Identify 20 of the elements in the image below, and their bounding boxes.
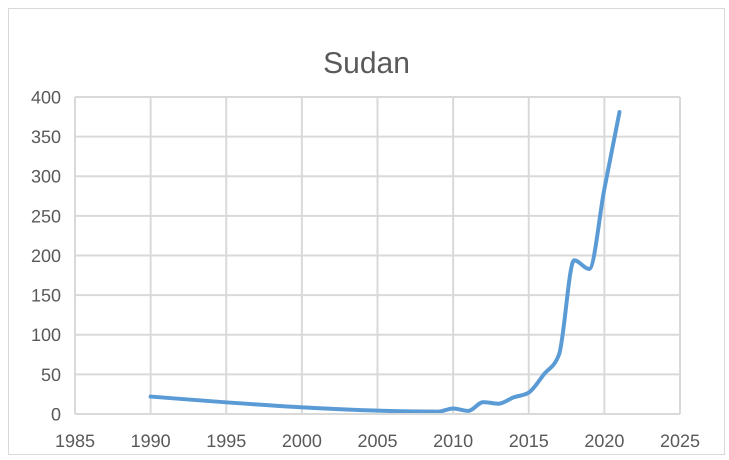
line-series bbox=[148, 110, 622, 414]
x-tick-label: 2025 bbox=[660, 430, 700, 451]
y-tick-label: 0 bbox=[50, 404, 61, 424]
x-tick-label: 2020 bbox=[584, 430, 624, 451]
x-tick-label: 1990 bbox=[130, 430, 171, 451]
y-tick-label: 150 bbox=[30, 286, 61, 306]
y-tick-label: 200 bbox=[30, 246, 61, 266]
y-tick-label: 100 bbox=[30, 325, 61, 346]
y-tick-label: 400 bbox=[30, 87, 61, 108]
y-tick-label: 250 bbox=[30, 206, 61, 226]
x-tick-label: 2015 bbox=[508, 430, 549, 451]
x-tick-label: 2010 bbox=[433, 430, 474, 451]
x-tick-label: 2005 bbox=[357, 430, 398, 451]
y-tick-label: 350 bbox=[30, 127, 61, 148]
chart-title: Sudan bbox=[322, 47, 411, 82]
y-tick-label: 300 bbox=[30, 166, 61, 187]
y-tick-label: 50 bbox=[40, 364, 61, 385]
x-tick-label: 2000 bbox=[282, 430, 322, 451]
x-tick-label: 1995 bbox=[206, 430, 246, 451]
x-tick-label: 1985 bbox=[54, 430, 96, 451]
